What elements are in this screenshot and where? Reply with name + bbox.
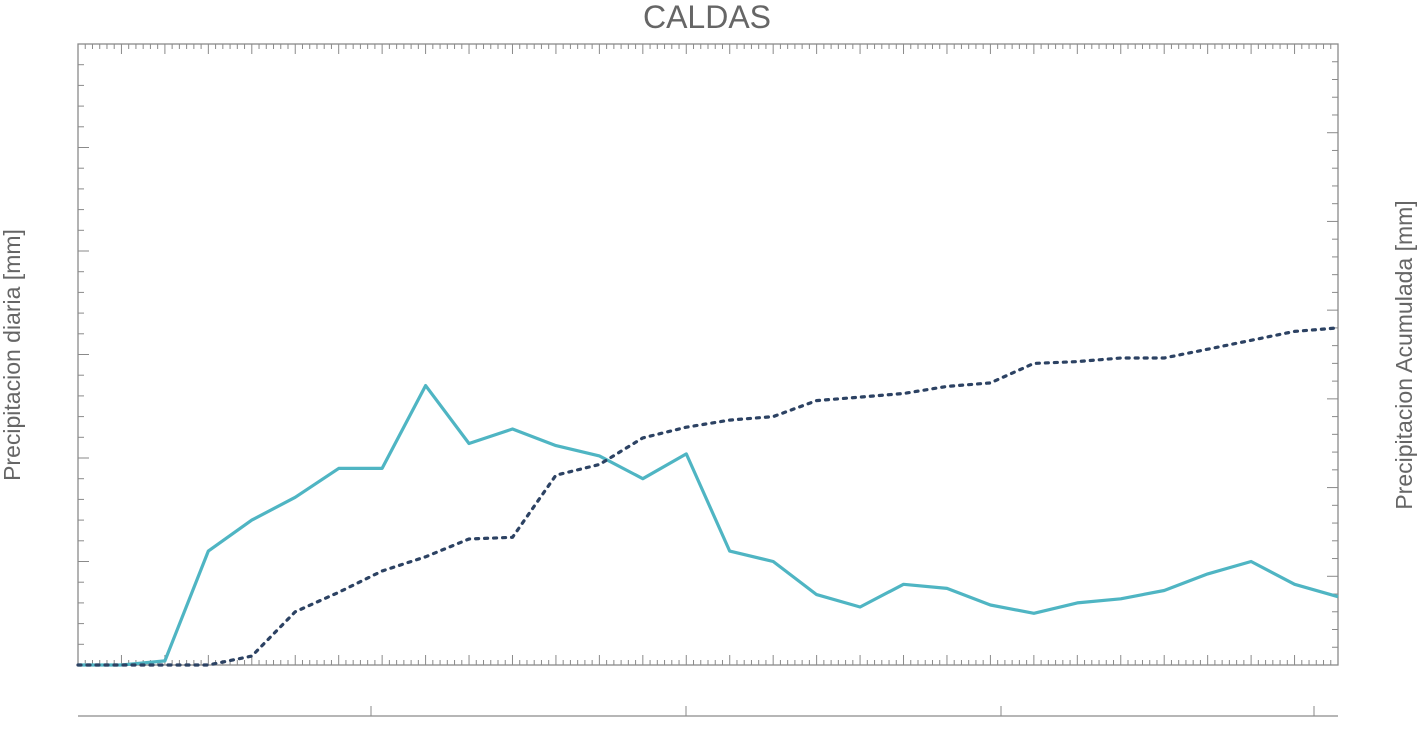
series-layer (76, 326, 1340, 667)
plot-border (77, 43, 1339, 666)
plot-area (77, 43, 1339, 666)
right-axis (1327, 43, 1338, 666)
left-axis (78, 43, 89, 666)
y2-axis-title: Precipitacion Acumulada [mm] (1391, 200, 1417, 509)
cumulative-precip-line (76, 326, 1340, 667)
month-axis (78, 706, 1338, 717)
y-axis-title: Precipitacion diaria [mm] (0, 229, 25, 481)
x-axis (77, 44, 1339, 665)
chart-title: CALDAS (643, 0, 771, 35)
daily-precip-line (78, 384, 1339, 667)
